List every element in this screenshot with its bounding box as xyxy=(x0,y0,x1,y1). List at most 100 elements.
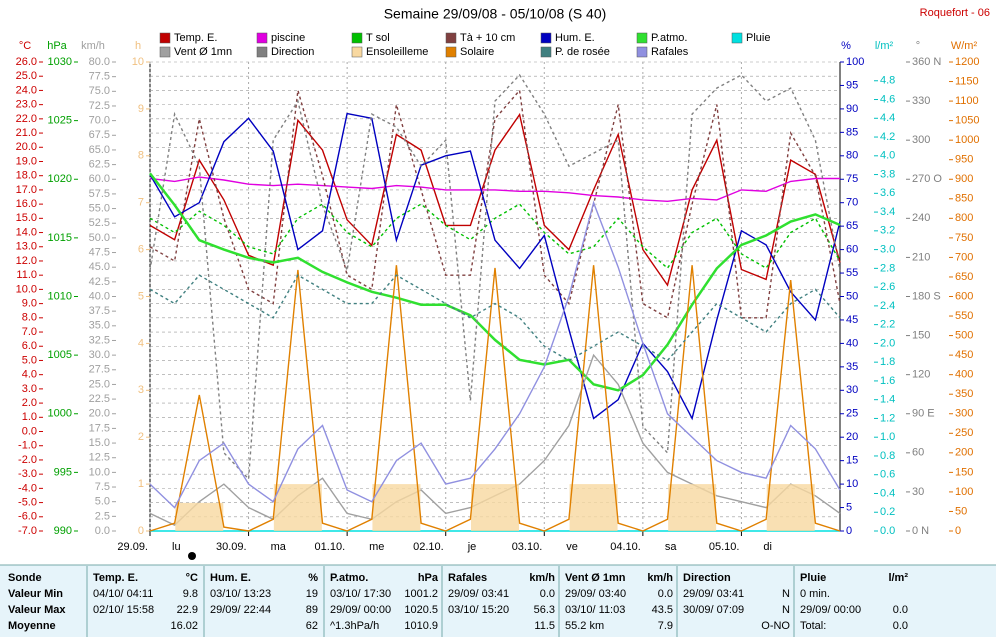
y-tick-label: 3 xyxy=(138,384,144,396)
cell: 62 xyxy=(306,620,318,632)
y-tick-label: 30 xyxy=(912,486,924,498)
legend-swatch xyxy=(445,46,457,58)
y-tick-label: 12.5 xyxy=(89,452,110,464)
legend-label: Solaire xyxy=(460,46,494,58)
y-tick-label: 42.5 xyxy=(89,276,110,288)
col-unit: % xyxy=(308,572,318,584)
y-tick-label: 25.0 xyxy=(16,70,37,82)
y-tick-label: 400 xyxy=(955,369,973,381)
x-tick-label: 03.10. xyxy=(512,541,543,553)
y-tick-label: 950 xyxy=(955,154,973,166)
cell: ^1.3hPa/h xyxy=(330,620,379,632)
y-tick-label: 330 xyxy=(912,95,930,107)
y-tick-label: 16.0 xyxy=(16,198,37,210)
cell: 03/10/ 17:30 xyxy=(330,588,391,600)
cell: 1001.2 xyxy=(404,588,438,600)
cell: 04/10/ 04:11 xyxy=(93,588,153,600)
y-tick-label: 20 xyxy=(846,431,858,443)
y-tick-label: 900 xyxy=(955,173,973,185)
series-line xyxy=(149,112,841,421)
y-tick-label: 0.8 xyxy=(880,450,895,462)
legend-swatch xyxy=(636,32,648,44)
y-tick-label: 0.0 xyxy=(95,525,110,537)
y-tick-label: -4.0 xyxy=(18,482,37,494)
y-tick-label: 77.5 xyxy=(89,71,110,83)
y-tick-label: 75 xyxy=(846,173,858,185)
cell: 89 xyxy=(306,604,318,616)
x-tick-label: 05.10. xyxy=(709,541,740,553)
legend-label: Pluie xyxy=(746,32,770,44)
cell: 9.8 xyxy=(183,588,198,600)
x-tick-label: 04.10. xyxy=(610,541,641,553)
cell: 02/10/ 15:58 xyxy=(93,604,154,616)
x-day-label: lu xyxy=(172,541,181,553)
y-tick-label: 40 xyxy=(846,337,858,349)
y-tick-label: 67.5 xyxy=(89,129,110,141)
row-label: Valeur Min xyxy=(8,588,63,600)
cell: 29/09/ 00:00 xyxy=(800,604,861,616)
y-tick-label: 200 xyxy=(955,447,973,459)
y-tick-label: 1100 xyxy=(955,95,979,107)
y-tick-label: 4.4 xyxy=(880,112,895,124)
y-tick-label: 120 xyxy=(912,369,930,381)
legend-swatch xyxy=(445,32,457,44)
y-tick-label: 1.8 xyxy=(880,356,895,368)
cell: 43.5 xyxy=(652,604,673,616)
y-tick-label: 850 xyxy=(955,193,973,205)
cell: 29/09/ 00:00 xyxy=(330,604,391,616)
y-tick-label: 6.0 xyxy=(22,340,37,352)
y-tick-label: 3.0 xyxy=(22,383,37,395)
legend-label: Rafales xyxy=(651,46,689,58)
cell: 29/09/ 03:41 xyxy=(683,588,744,600)
y-tick-label: 1 xyxy=(138,478,144,490)
cell: 19 xyxy=(306,588,318,600)
x-day-label: je xyxy=(467,541,477,553)
cell: 0 min. xyxy=(800,588,830,600)
y-tick-label: 62.5 xyxy=(89,159,110,171)
legend-swatch xyxy=(159,32,171,44)
y-tick-label: 300 xyxy=(955,408,973,420)
x-day-label: ve xyxy=(566,541,578,553)
y-tick-label: 600 xyxy=(955,290,973,302)
y-tick-label: 72.5 xyxy=(89,100,110,112)
cell: 22.9 xyxy=(177,604,198,616)
y-tick-label: 10 xyxy=(846,478,858,490)
cell: Total: xyxy=(800,620,826,632)
y-tick-label: 8.0 xyxy=(22,312,37,324)
series-line xyxy=(149,200,841,509)
y-tick-label: 3.6 xyxy=(880,187,895,199)
y-tick-label: 95 xyxy=(846,79,858,91)
y-tick-label: 2.5 xyxy=(95,510,110,522)
y-tick-label: 1000 xyxy=(955,134,979,146)
y-tick-label: 1050 xyxy=(955,115,979,127)
y-tick-label: 30 xyxy=(846,384,858,396)
legend-swatch xyxy=(540,46,552,58)
series-line xyxy=(149,73,841,481)
cell: N xyxy=(782,588,790,600)
bar xyxy=(372,484,421,531)
y-tick-label: 50.0 xyxy=(89,232,110,244)
series-line xyxy=(149,274,841,362)
y-tick-label: 4 xyxy=(138,337,144,349)
bar xyxy=(175,502,224,531)
y-tick-label: 2.0 xyxy=(880,337,895,349)
y-tick-label: 15.0 xyxy=(16,212,37,224)
y-tick-label: 14.0 xyxy=(16,226,37,238)
y-tick-label: 0.6 xyxy=(880,469,895,481)
y-tick-label: 0 xyxy=(846,525,852,537)
y-tick-label: 7.0 xyxy=(22,326,37,338)
cell: 0.0 xyxy=(893,604,908,616)
y-tick-label: 0.0 xyxy=(880,525,895,537)
col-unit: hPa xyxy=(418,572,439,584)
col-header: Pluie xyxy=(800,572,826,584)
axis-title: °C xyxy=(19,40,31,52)
y-tick-label: 360 N xyxy=(912,56,941,68)
y-tick-label: 150 xyxy=(955,466,973,478)
y-tick-label: -6.0 xyxy=(18,511,37,523)
cell: 03/10/ 11:03 xyxy=(565,604,625,616)
y-tick-label: 550 xyxy=(955,310,973,322)
cell: 29/09/ 03:41 xyxy=(448,588,509,600)
y-tick-label: 0.0 xyxy=(22,425,37,437)
x-day-label: me xyxy=(369,541,384,553)
y-tick-label: 2.2 xyxy=(880,319,895,331)
